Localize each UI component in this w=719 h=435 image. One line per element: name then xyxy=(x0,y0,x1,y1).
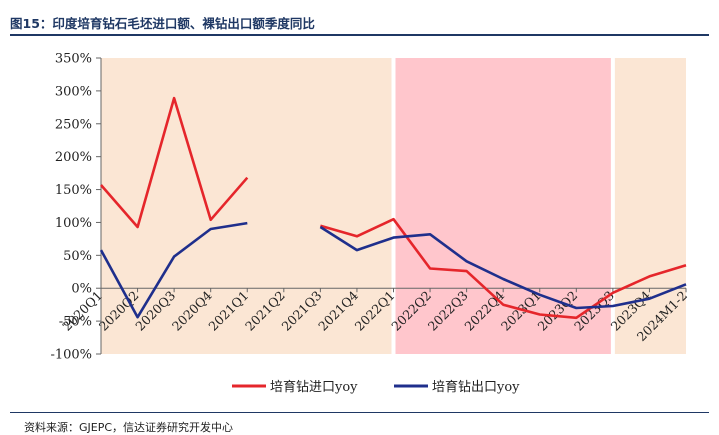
legend-label: 培育钻进口yoy xyxy=(270,379,358,395)
shaded-region-2 xyxy=(395,58,611,354)
y-tick-label: -100% xyxy=(50,348,92,363)
source-note: 资料来源：GJEPC，信达证券研究开发中心 xyxy=(24,421,234,434)
y-tick-label: 0% xyxy=(71,282,92,297)
legend-label: 培育钻出口yoy xyxy=(432,379,520,395)
y-tick-label: 200% xyxy=(55,150,92,165)
series-line-1-segment-2 xyxy=(320,217,687,320)
series-lines xyxy=(99,96,687,320)
shaded-region-3 xyxy=(614,58,686,354)
y-tick-label: 50% xyxy=(63,249,92,264)
figure-title: 图15：印度培育钻石毛坯进口额、裸钻出口额季度同比 xyxy=(10,16,315,31)
y-tick-label: 250% xyxy=(55,117,92,132)
y-tick-label: -50% xyxy=(59,315,92,330)
series-line-1-segment-1 xyxy=(100,96,249,229)
series-line-2-segment-2 xyxy=(319,225,687,310)
figure-title-bar: 图15：印度培育钻石毛坯进口额、裸钻出口额季度同比 xyxy=(10,6,709,36)
series-line-2-segment-1 xyxy=(99,221,248,319)
shaded-regions xyxy=(101,58,686,354)
shaded-region-1 xyxy=(101,58,392,354)
y-tick-label: 100% xyxy=(55,216,92,231)
y-tick-label: 300% xyxy=(55,84,92,99)
legend: 培育钻进口yoy 培育钻出口yoy xyxy=(232,379,520,395)
chart-area: -100% -50% 0% 50% 100% 150% 200% 250% 300% 350% 2… xyxy=(0,36,719,412)
source-bar: 资料来源：GJEPC，信达证券研究开发中心 xyxy=(10,412,709,435)
y-axis: -100% -50% 0% 50% 100% 150% 200% 250% 300% 350% xyxy=(50,52,102,363)
line-chart: -100% -50% 0% 50% 100% 150% 200% 250% 300% 350% 2… xyxy=(50,52,690,396)
y-tick-label: 350% xyxy=(55,52,92,67)
y-tick-label: 150% xyxy=(55,183,92,198)
